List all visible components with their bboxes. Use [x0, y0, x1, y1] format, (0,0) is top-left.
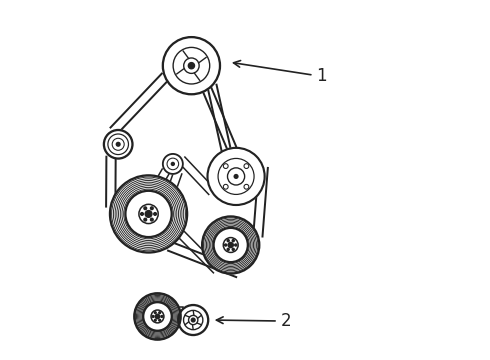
- Circle shape: [159, 312, 161, 314]
- Circle shape: [110, 175, 187, 252]
- Circle shape: [116, 142, 121, 147]
- Circle shape: [150, 207, 153, 210]
- Circle shape: [154, 312, 156, 314]
- Circle shape: [171, 162, 175, 166]
- Circle shape: [235, 244, 237, 246]
- Polygon shape: [203, 88, 236, 150]
- Polygon shape: [168, 242, 240, 277]
- Polygon shape: [158, 169, 170, 180]
- Circle shape: [144, 218, 147, 221]
- Circle shape: [188, 63, 195, 69]
- Circle shape: [159, 319, 161, 321]
- Circle shape: [163, 37, 220, 94]
- Circle shape: [202, 216, 259, 274]
- Circle shape: [227, 248, 229, 251]
- Circle shape: [152, 316, 154, 318]
- Circle shape: [227, 240, 229, 242]
- Circle shape: [145, 211, 152, 217]
- Circle shape: [163, 154, 183, 174]
- Circle shape: [228, 242, 233, 248]
- Polygon shape: [106, 157, 116, 207]
- Circle shape: [155, 314, 160, 319]
- Circle shape: [104, 130, 132, 158]
- Circle shape: [232, 240, 234, 242]
- Polygon shape: [178, 231, 220, 273]
- Circle shape: [178, 305, 208, 335]
- Circle shape: [134, 293, 181, 340]
- Polygon shape: [170, 171, 182, 186]
- Circle shape: [224, 244, 227, 246]
- Polygon shape: [111, 74, 169, 134]
- Circle shape: [192, 318, 195, 322]
- Circle shape: [207, 148, 265, 205]
- Circle shape: [144, 207, 147, 210]
- Circle shape: [232, 248, 234, 251]
- Circle shape: [161, 316, 163, 318]
- Text: 1: 1: [234, 60, 327, 85]
- Circle shape: [154, 319, 156, 321]
- Text: 2: 2: [217, 312, 292, 330]
- Polygon shape: [207, 85, 231, 150]
- FancyBboxPatch shape: [173, 307, 183, 326]
- Polygon shape: [179, 157, 215, 194]
- Circle shape: [141, 213, 144, 215]
- Circle shape: [154, 213, 156, 215]
- Circle shape: [234, 174, 239, 179]
- Circle shape: [150, 218, 153, 221]
- Polygon shape: [253, 167, 268, 237]
